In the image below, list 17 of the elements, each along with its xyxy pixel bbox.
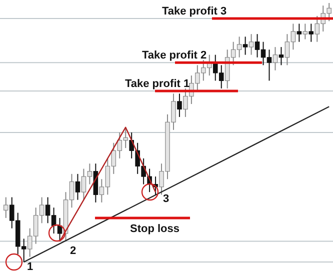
candlestick <box>296 23 302 42</box>
candlestick <box>272 46 278 71</box>
candlestick <box>3 196 8 218</box>
candlestick <box>75 173 80 200</box>
candlestick <box>242 36 248 56</box>
candlestick <box>248 34 254 56</box>
annotation: 3 <box>163 193 170 205</box>
candlestick <box>278 46 284 66</box>
candlestick <box>177 93 182 118</box>
candlestick <box>302 23 308 40</box>
ref-line-label: Stop loss <box>130 222 180 235</box>
ref-line-label: Take profit 2 <box>142 50 207 62</box>
ref-line-label: Take profit 1 <box>125 78 190 90</box>
annotation: 1 <box>27 261 34 272</box>
candlestick <box>308 23 314 42</box>
annotation: 2 <box>70 245 76 257</box>
ref-line-label: Take profit 3 <box>162 6 227 18</box>
